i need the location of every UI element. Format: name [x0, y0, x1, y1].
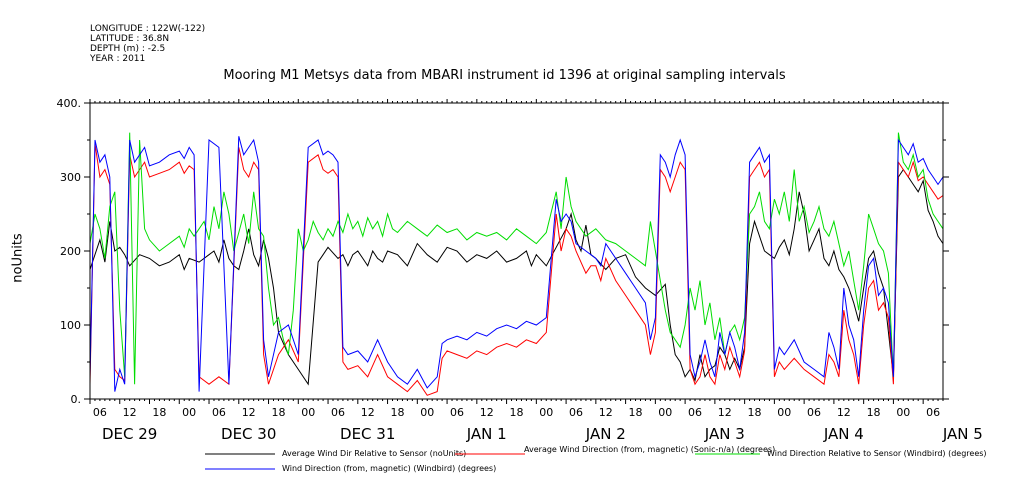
- x-hour-label: 00: [420, 406, 434, 419]
- x-hour-label: 18: [152, 406, 166, 419]
- x-hour-label: 12: [361, 406, 375, 419]
- y-tick-label: 200: [60, 245, 81, 258]
- x-date-label: JAN 4: [823, 425, 864, 443]
- x-hour-label: 06: [688, 406, 702, 419]
- latitude-label: LATITUDE : 36.8N: [90, 34, 170, 44]
- plot-area: [89, 132, 944, 396]
- x-hour-label: 12: [837, 406, 851, 419]
- x-hour-label: 00: [539, 406, 553, 419]
- x-hour-label: 18: [390, 406, 404, 419]
- x-hour-label: 18: [271, 406, 285, 419]
- x-hour-label: 00: [777, 406, 791, 419]
- year-label: YEAR : 2011: [90, 54, 146, 64]
- x-hour-label: 18: [867, 406, 881, 419]
- depth-label: DEPTH (m) : -2.5: [90, 44, 166, 54]
- series-line-3: [89, 136, 944, 392]
- series-line-0: [89, 168, 944, 386]
- x-date-label: DEC 29: [102, 425, 157, 443]
- x-hour-label: 18: [510, 406, 524, 419]
- x-date-label: DEC 30: [221, 425, 276, 443]
- series-line-2: [89, 132, 944, 385]
- axes: 0. 100 200 300 400. 06 12 18 00 06 12 18 00 06 12 18 00 0…: [57, 97, 983, 443]
- x-hour-label: 06: [331, 406, 345, 419]
- legend-label-0: Average Wind Dir Relative to Sensor (noU…: [282, 449, 466, 458]
- x-hour-label: 12: [480, 406, 494, 419]
- x-hour-label: 00: [182, 406, 196, 419]
- x-hour-label: 06: [93, 406, 107, 419]
- x-hour-label: 18: [629, 406, 643, 419]
- x-hour-label: 06: [807, 406, 821, 419]
- series-line-1: [89, 143, 944, 396]
- x-hour-label: 12: [718, 406, 732, 419]
- plot-frame: [89, 102, 944, 400]
- x-hour-label: 18: [748, 406, 762, 419]
- x-hour-label: 12: [242, 406, 256, 419]
- x-hour-label: 06: [212, 406, 226, 419]
- legend-label-1: Average Wind Direction (from, magnetic) …: [524, 445, 775, 454]
- chart-title: Mooring M1 Metsys data from MBARI instru…: [223, 68, 786, 83]
- y-tick-label: 100: [60, 319, 81, 332]
- y-tick-label: 400.: [57, 97, 82, 110]
- x-hour-label: 00: [658, 406, 672, 419]
- x-date-label: JAN 5: [942, 425, 983, 443]
- x-date-label: JAN 1: [466, 425, 507, 443]
- x-hour-label: 12: [123, 406, 137, 419]
- legend-label-3: Wind Direction (from, magnetic) (Windbir…: [282, 464, 496, 473]
- y-tick-label: 300: [60, 171, 81, 184]
- x-hour-label: 12: [599, 406, 613, 419]
- x-date-label: JAN 3: [704, 425, 745, 443]
- x-hour-label: 00: [301, 406, 315, 419]
- legend: Average Wind Dir Relative to Sensor (noU…: [205, 445, 987, 473]
- legend-label-2: Wind Direction Relative to Sensor (Windb…: [767, 449, 987, 458]
- x-hour-label: 06: [926, 406, 940, 419]
- x-date-label: DEC 31: [340, 425, 395, 443]
- y-tick-label: 0.: [71, 393, 82, 406]
- x-hour-label: 00: [896, 406, 910, 419]
- longitude-label: LONGITUDE : 122W(-122): [90, 24, 206, 34]
- x-date-label: JAN 2: [585, 425, 626, 443]
- x-hour-label: 06: [569, 406, 583, 419]
- x-hour-label: 06: [450, 406, 464, 419]
